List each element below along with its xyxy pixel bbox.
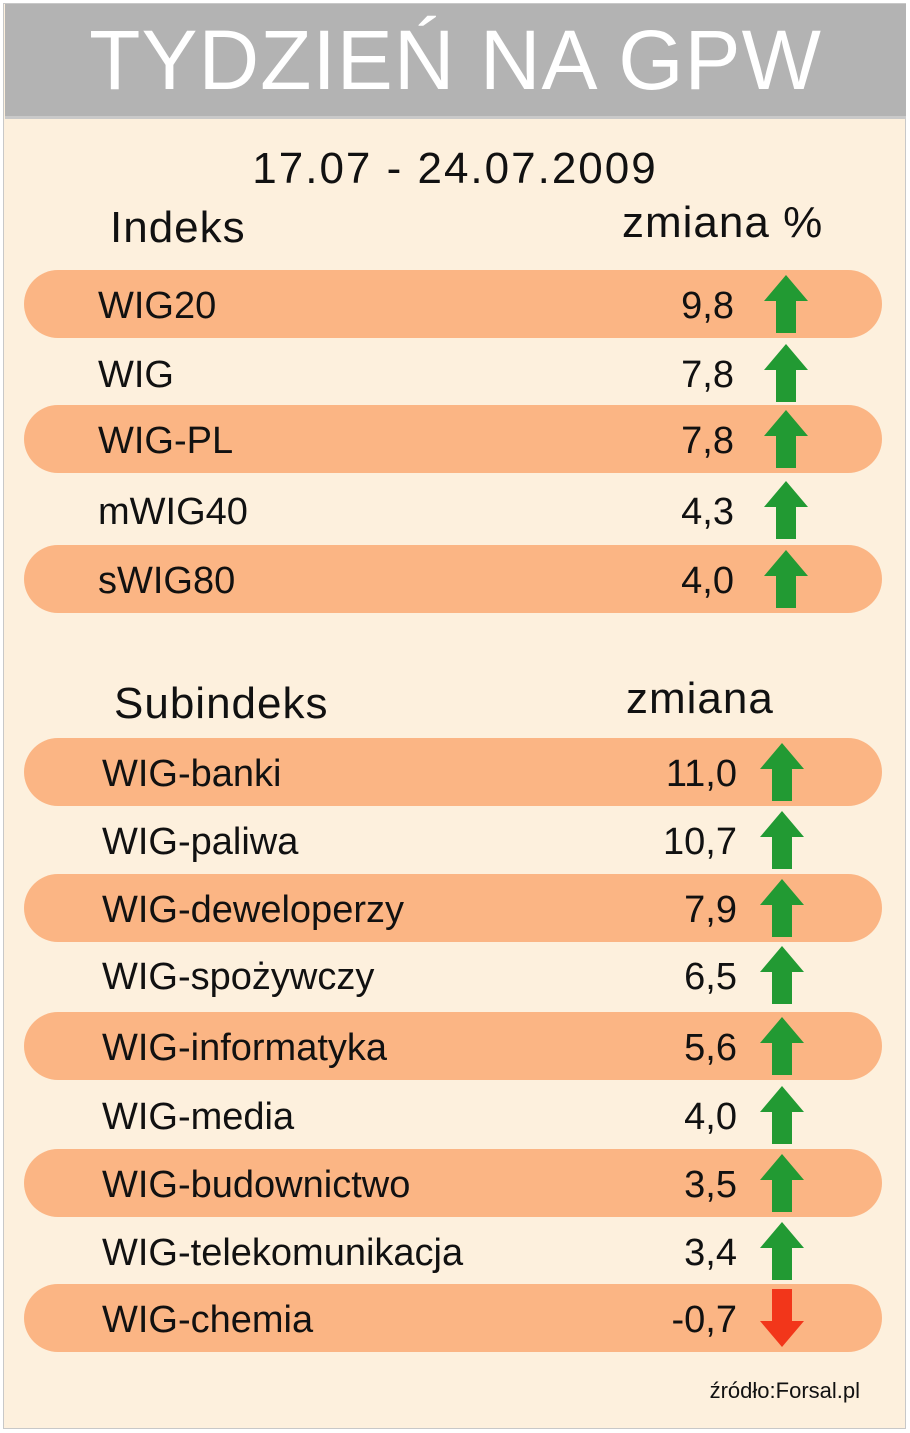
index-row-value: 7,8 (681, 420, 734, 462)
arrow-up-icon (760, 811, 804, 869)
arrow-down-icon (760, 1289, 804, 1347)
index-row-band (24, 270, 882, 338)
subindex-row-name: WIG-telekomunikacja (102, 1232, 464, 1274)
index-change-column-header: zmiana % (622, 198, 824, 247)
arrow-up-icon (760, 946, 804, 1004)
index-row-value: 9,8 (681, 285, 734, 327)
subindex-row-value: 3,4 (684, 1232, 737, 1274)
subindex-row-band (24, 1149, 882, 1217)
index-row-name: WIG (98, 354, 174, 396)
index-row-band (24, 545, 882, 613)
index-row-value: 4,3 (681, 491, 734, 533)
index-row-value: 4,0 (681, 560, 734, 602)
arrow-up-icon (764, 481, 808, 539)
date-range: 17.07 - 24.07.2009 (252, 144, 658, 193)
subindex-change-column-header: zmiana (626, 674, 774, 723)
arrow-up-icon (764, 410, 808, 468)
subindex-row-value: 11,0 (665, 753, 737, 795)
arrow-up-icon (760, 1086, 804, 1144)
subindex-row-value: 6,5 (684, 956, 737, 998)
subindex-row-value: 7,9 (684, 889, 737, 931)
subindex-row-band (24, 1012, 882, 1080)
subindex-row-value: 5,6 (684, 1027, 737, 1069)
subindex-row-band (24, 1284, 882, 1352)
source-note: źródło:Forsal.pl (709, 1378, 860, 1403)
arrow-up-icon (760, 1154, 804, 1212)
subindex-row-band (24, 738, 882, 806)
subindex-column-header: Subindeks (114, 679, 329, 728)
index-row-band (24, 405, 882, 473)
subindex-row-name: WIG-deweloperzy (102, 889, 404, 931)
index-row-value: 7,8 (681, 354, 734, 396)
index-row-name: sWIG80 (98, 560, 236, 602)
header-bar: TYDZIEŃ NA GPW (5, 4, 906, 119)
arrow-up-icon (764, 550, 808, 608)
subindex-row-name: WIG-banki (102, 753, 282, 795)
arrow-up-icon (760, 879, 804, 937)
page-title: TYDZIEŃ NA GPW (89, 13, 822, 107)
index-row-name: WIG20 (98, 285, 217, 327)
arrow-up-icon (764, 275, 808, 333)
subindex-row-name: WIG-media (102, 1096, 295, 1138)
index-row-name: mWIG40 (98, 491, 248, 533)
subindex-row-value: 3,5 (684, 1164, 737, 1206)
subindex-row-name: WIG-spożywczy (102, 956, 375, 998)
index-row-name: WIG-PL (98, 420, 234, 462)
arrow-up-icon (764, 344, 808, 402)
arrow-up-icon (760, 1017, 804, 1075)
subindex-row-name: WIG-chemia (102, 1299, 314, 1341)
index-column-header: Indeks (110, 203, 246, 252)
arrow-up-icon (760, 743, 804, 801)
subindex-row-value: -0,7 (671, 1299, 737, 1341)
subindex-row-band (24, 874, 882, 942)
subindex-row-name: WIG-paliwa (102, 821, 299, 863)
subindex-row-name: WIG-informatyka (102, 1027, 388, 1069)
subindex-row-value: 10,7 (663, 821, 737, 863)
arrow-up-icon (760, 1222, 804, 1280)
subindex-row-value: 4,0 (684, 1096, 737, 1138)
subindex-row-name: WIG-budownictwo (102, 1164, 411, 1206)
